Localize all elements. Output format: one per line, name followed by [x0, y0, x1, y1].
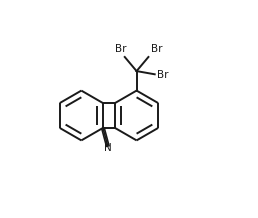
Text: N: N — [104, 143, 112, 153]
Text: Br: Br — [157, 70, 169, 80]
Text: Br: Br — [115, 44, 127, 54]
Text: Br: Br — [151, 44, 163, 54]
